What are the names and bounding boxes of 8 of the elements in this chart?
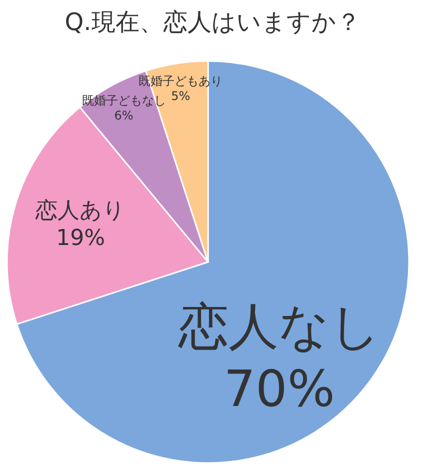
data-label: 19% [56,226,106,251]
data-label: 6% [114,108,134,123]
slice-label: 恋人なし [177,297,380,356]
slice-label: 恋人あり [34,198,126,224]
data-label: 70% [224,360,335,418]
slice-label: 既婚子どもなし [82,94,166,108]
chart-title: Q.現在、恋人はいますか？ [64,8,360,36]
data-label: 5% [171,89,190,104]
